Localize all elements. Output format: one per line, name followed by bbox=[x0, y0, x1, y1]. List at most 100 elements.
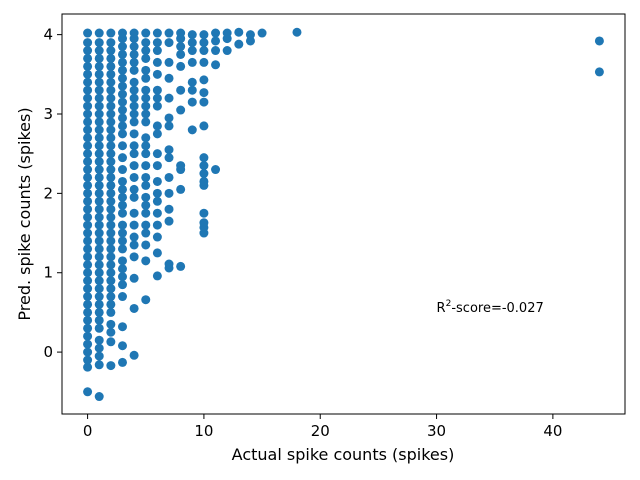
data-point bbox=[594, 67, 604, 77]
plot-frame bbox=[61, 13, 626, 415]
data-point bbox=[94, 109, 104, 119]
data-point bbox=[94, 360, 104, 370]
data-point bbox=[94, 46, 104, 56]
data-point bbox=[141, 117, 151, 127]
x-tick-label: 0 bbox=[83, 422, 93, 440]
data-point bbox=[129, 208, 139, 218]
data-point bbox=[141, 240, 151, 250]
data-point bbox=[83, 220, 93, 230]
data-point bbox=[234, 39, 244, 49]
data-point bbox=[117, 264, 127, 274]
data-point bbox=[83, 61, 93, 71]
data-point bbox=[141, 172, 151, 182]
data-point bbox=[83, 276, 93, 286]
data-point bbox=[106, 212, 116, 222]
data-point bbox=[83, 165, 93, 175]
data-point bbox=[106, 337, 116, 347]
data-point bbox=[176, 161, 186, 171]
data-point bbox=[83, 362, 93, 372]
data-point bbox=[117, 184, 127, 194]
data-point bbox=[106, 172, 116, 182]
data-point bbox=[83, 196, 93, 206]
data-point bbox=[164, 188, 174, 198]
data-point bbox=[83, 212, 93, 222]
data-point bbox=[83, 299, 93, 309]
data-point bbox=[106, 220, 116, 230]
data-point bbox=[129, 184, 139, 194]
data-point bbox=[83, 133, 93, 143]
data-point bbox=[164, 38, 174, 48]
data-point bbox=[117, 192, 127, 202]
data-point bbox=[129, 220, 139, 230]
data-point bbox=[117, 89, 127, 99]
data-point bbox=[117, 81, 127, 91]
data-point bbox=[292, 27, 302, 37]
data-point bbox=[106, 244, 116, 254]
data-point bbox=[129, 85, 139, 95]
data-point bbox=[141, 73, 151, 83]
data-point bbox=[106, 93, 116, 103]
data-point bbox=[257, 28, 267, 38]
data-point bbox=[141, 46, 151, 56]
data-point bbox=[83, 331, 93, 341]
data-point bbox=[106, 252, 116, 262]
data-point bbox=[129, 42, 139, 52]
data-point bbox=[94, 323, 104, 333]
data-point bbox=[94, 188, 104, 198]
data-point bbox=[106, 77, 116, 87]
data-point bbox=[164, 153, 174, 163]
data-point bbox=[117, 57, 127, 67]
y-tick-label: 4 bbox=[43, 26, 53, 44]
data-point bbox=[83, 315, 93, 325]
annotation-superscript: 2 bbox=[446, 299, 452, 309]
data-point bbox=[83, 85, 93, 95]
data-point bbox=[106, 117, 116, 127]
data-point bbox=[94, 292, 104, 302]
data-point bbox=[141, 256, 151, 266]
data-point bbox=[106, 133, 116, 143]
data-point bbox=[199, 121, 209, 131]
data-point bbox=[94, 125, 104, 135]
data-point bbox=[152, 176, 162, 186]
data-point bbox=[129, 149, 139, 159]
data-point bbox=[152, 57, 162, 67]
data-point bbox=[106, 28, 116, 38]
data-point bbox=[129, 161, 139, 171]
data-point bbox=[94, 220, 104, 230]
data-point bbox=[94, 85, 104, 95]
data-point bbox=[83, 93, 93, 103]
data-point bbox=[164, 216, 174, 226]
data-point bbox=[164, 57, 174, 67]
scatter-points bbox=[83, 27, 604, 402]
data-point bbox=[106, 236, 116, 246]
data-point bbox=[106, 188, 116, 198]
data-point bbox=[129, 77, 139, 87]
data-point bbox=[106, 284, 116, 294]
data-point bbox=[106, 299, 116, 309]
y-tick-label: 0 bbox=[43, 343, 53, 361]
data-point bbox=[141, 228, 151, 238]
data-point bbox=[106, 149, 116, 159]
data-point bbox=[199, 176, 209, 186]
data-point bbox=[94, 244, 104, 254]
data-point bbox=[117, 165, 127, 175]
data-point bbox=[141, 38, 151, 48]
data-point bbox=[117, 141, 127, 151]
data-point bbox=[83, 268, 93, 278]
data-point bbox=[106, 165, 116, 175]
data-point bbox=[83, 284, 93, 294]
data-point bbox=[129, 141, 139, 151]
data-point bbox=[199, 30, 209, 40]
data-point bbox=[83, 323, 93, 333]
x-tick-label: 20 bbox=[311, 422, 330, 440]
data-point bbox=[141, 93, 151, 103]
data-point bbox=[152, 149, 162, 159]
data-point bbox=[94, 133, 104, 143]
data-point bbox=[117, 280, 127, 290]
data-point bbox=[94, 284, 104, 294]
data-point bbox=[106, 69, 116, 79]
data-point bbox=[94, 392, 104, 402]
data-point bbox=[129, 101, 139, 111]
data-point bbox=[94, 315, 104, 325]
data-point bbox=[141, 295, 151, 305]
